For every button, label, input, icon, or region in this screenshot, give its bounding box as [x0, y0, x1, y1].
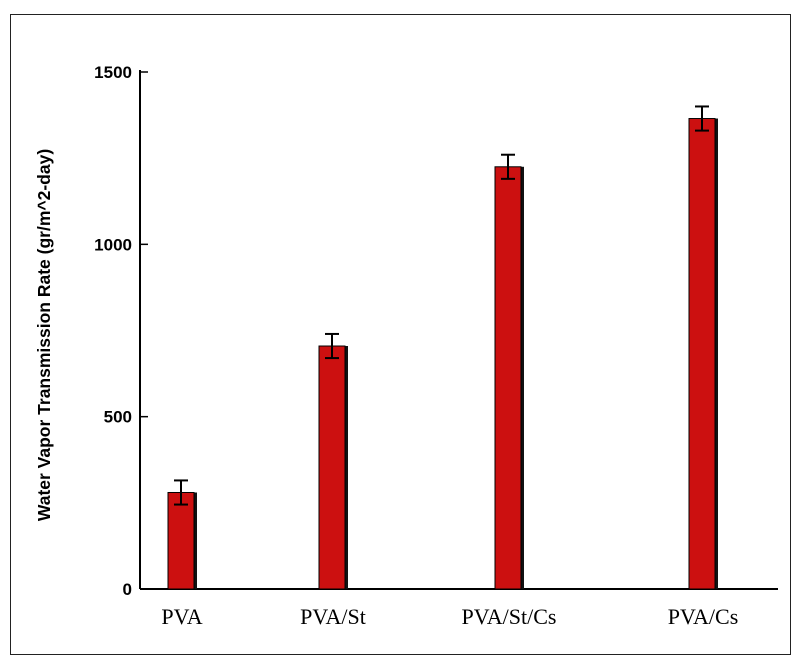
bar-shadow	[344, 346, 348, 589]
y-axis-label: Water Vapor Transmission Rate (gr/m^2-da…	[34, 149, 54, 521]
y-tick-label: 0	[123, 580, 132, 599]
plot-area: 0 500 1000 1500 PVA PVA/St PVA/St/Cs PVA/Cs	[94, 63, 778, 629]
bar-shadow	[714, 118, 718, 589]
bar	[318, 345, 346, 590]
bar	[688, 118, 716, 590]
x-tick-label: PVA/St/Cs	[462, 604, 557, 629]
y-tick-label: 1000	[94, 235, 132, 254]
x-tick-label: PVA/St	[300, 604, 366, 629]
x-tick-label: PVA	[161, 604, 202, 629]
bar-shadow	[193, 492, 197, 589]
chart-frame	[10, 14, 791, 655]
bar	[167, 491, 195, 590]
y-tick-label: 500	[104, 408, 132, 427]
bar-shadow	[520, 166, 524, 590]
x-tick-label: PVA/Cs	[668, 604, 739, 629]
bar	[494, 166, 522, 590]
y-tick-label: 1500	[94, 63, 132, 82]
